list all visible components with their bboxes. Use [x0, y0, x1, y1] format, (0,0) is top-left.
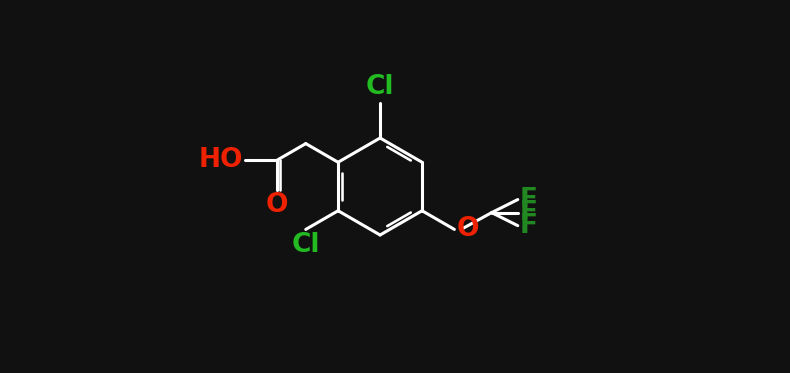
Text: O: O [457, 216, 479, 242]
Text: F: F [520, 186, 538, 213]
Text: HO: HO [198, 147, 243, 173]
Text: O: O [265, 192, 288, 218]
Text: F: F [520, 213, 538, 239]
Text: Cl: Cl [366, 73, 394, 100]
Text: Cl: Cl [292, 232, 320, 258]
Text: F: F [520, 200, 538, 226]
